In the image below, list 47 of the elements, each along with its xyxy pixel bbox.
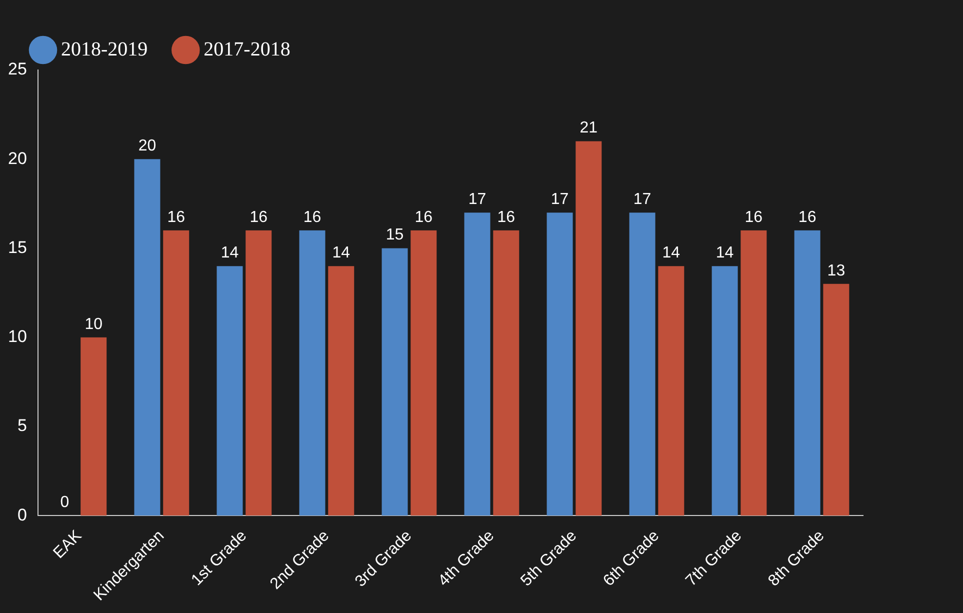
bar [629,212,656,516]
bar [546,212,573,516]
data-label: 16 [744,208,763,226]
bar [576,141,602,516]
y-tick-label: 5 [17,416,27,436]
data-label: 14 [662,244,680,262]
data-label: 16 [497,208,516,226]
data-label: 13 [827,262,846,280]
data-label: 17 [633,191,652,208]
bar [246,230,272,516]
data-label: 16 [250,208,268,226]
bar [658,266,684,516]
data-label: 14 [332,244,350,262]
y-tick-label: 20 [8,148,27,168]
data-label: 10 [84,316,103,333]
data-label: 17 [550,191,569,208]
data-label: 20 [138,138,156,155]
legend-label: 2018-2019 [61,38,148,60]
data-label: 16 [303,208,322,226]
data-label: 21 [580,120,598,137]
data-label: 16 [414,208,433,226]
bar [163,230,190,516]
data-label: 15 [386,226,404,244]
bar [464,212,490,516]
data-label: 16 [798,208,816,226]
data-label: 14 [220,244,239,262]
y-tick-label: 15 [8,238,27,257]
data-label: 16 [167,208,186,226]
bar [299,230,326,516]
y-tick-label: 10 [8,327,27,346]
bar [493,230,520,516]
bar [712,266,738,516]
data-label: 14 [716,244,734,262]
bar [794,230,820,516]
bar [740,230,767,516]
bar [328,266,354,516]
data-label: 0 [60,494,70,512]
bar [134,159,160,516]
bar [80,337,107,516]
legend-label: 2017-2018 [204,38,290,60]
data-label: 17 [468,191,486,208]
y-tick-label: 0 [17,505,27,524]
y-tick-label: 25 [8,60,27,79]
bar [382,248,408,516]
bar [216,266,243,516]
bar [410,230,437,516]
bar [823,284,850,516]
